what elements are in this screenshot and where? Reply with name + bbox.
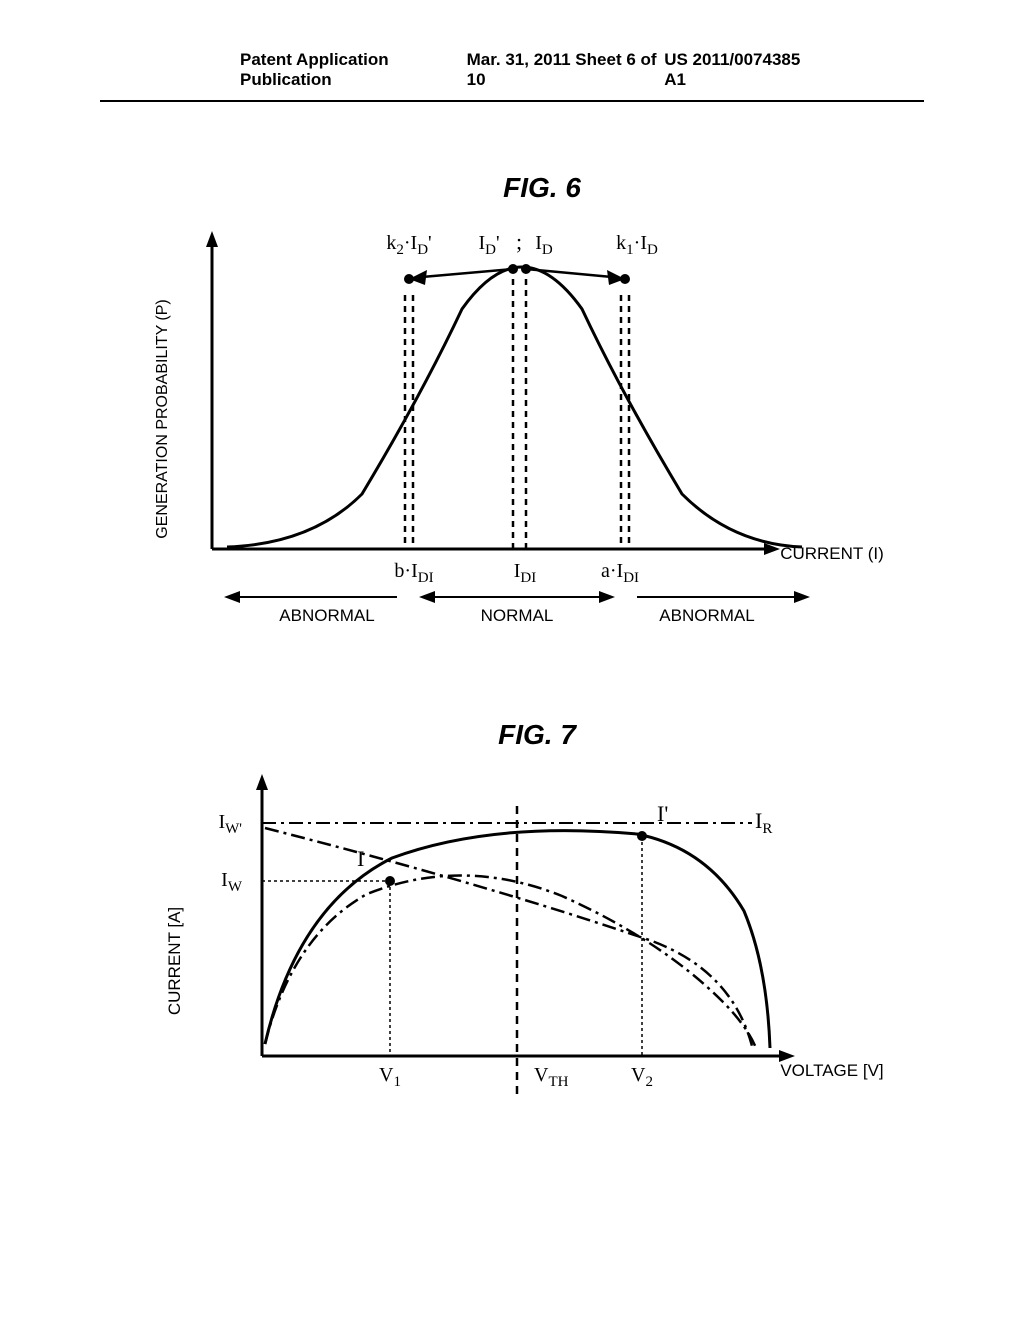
fig6-abnormal1: ABNORMAL [279,606,374,625]
header-right: US 2011/0074385 A1 [664,50,814,90]
svg-text:ID': ID' [478,232,499,258]
svg-text:V2: V2 [631,1064,653,1090]
svg-text:IDI: IDI [514,560,537,586]
fig7-title: FIG. 7 [0,719,1024,751]
figure-6: FIG. 6 k2·ID' ID' ; ID k1·ID CURRENT (I) [0,172,1024,639]
svg-text:IW': IW' [218,811,242,837]
svg-text:k2·ID': k2·ID' [386,232,431,258]
svg-text:I: I [357,846,364,871]
svg-text:k1·ID: k1·ID [616,232,658,258]
fig7-ylabel: CURRENT [A] [165,907,184,1015]
svg-text:b·IDI: b·IDI [394,560,433,586]
fig6-chart: k2·ID' ID' ; ID k1·ID CURRENT (I) GENERA… [132,219,892,639]
figure-7: FIG. 7 IW' IW V1 VTH V2 I I' [0,719,1024,1126]
header-center: Mar. 31, 2011 Sheet 6 of 10 [467,50,665,90]
svg-text:;: ; [516,229,522,254]
svg-text:V1: V1 [379,1064,401,1090]
svg-text:a·IDI: a·IDI [601,560,639,586]
fig7-chart: IW' IW V1 VTH V2 I I' IR VOLTAGE [V] CUR… [132,766,892,1126]
page-header: Patent Application Publication Mar. 31, … [100,0,924,102]
header-left: Patent Application Publication [240,50,467,90]
svg-text:ID: ID [535,232,553,258]
fig7-xlabel: VOLTAGE [V] [780,1061,883,1080]
fig6-abnormal2: ABNORMAL [659,606,754,625]
fig6-ylabel: GENERATION PROBABILITY (P) [154,299,171,538]
fig6-title: FIG. 6 [0,172,1024,204]
fig6-xlabel: CURRENT (I) [780,544,884,563]
fig6-normal: NORMAL [481,606,554,625]
svg-text:IR: IR [755,808,772,837]
svg-text:I': I' [657,801,668,826]
svg-text:IW: IW [221,869,243,895]
svg-text:VTH: VTH [534,1064,569,1090]
